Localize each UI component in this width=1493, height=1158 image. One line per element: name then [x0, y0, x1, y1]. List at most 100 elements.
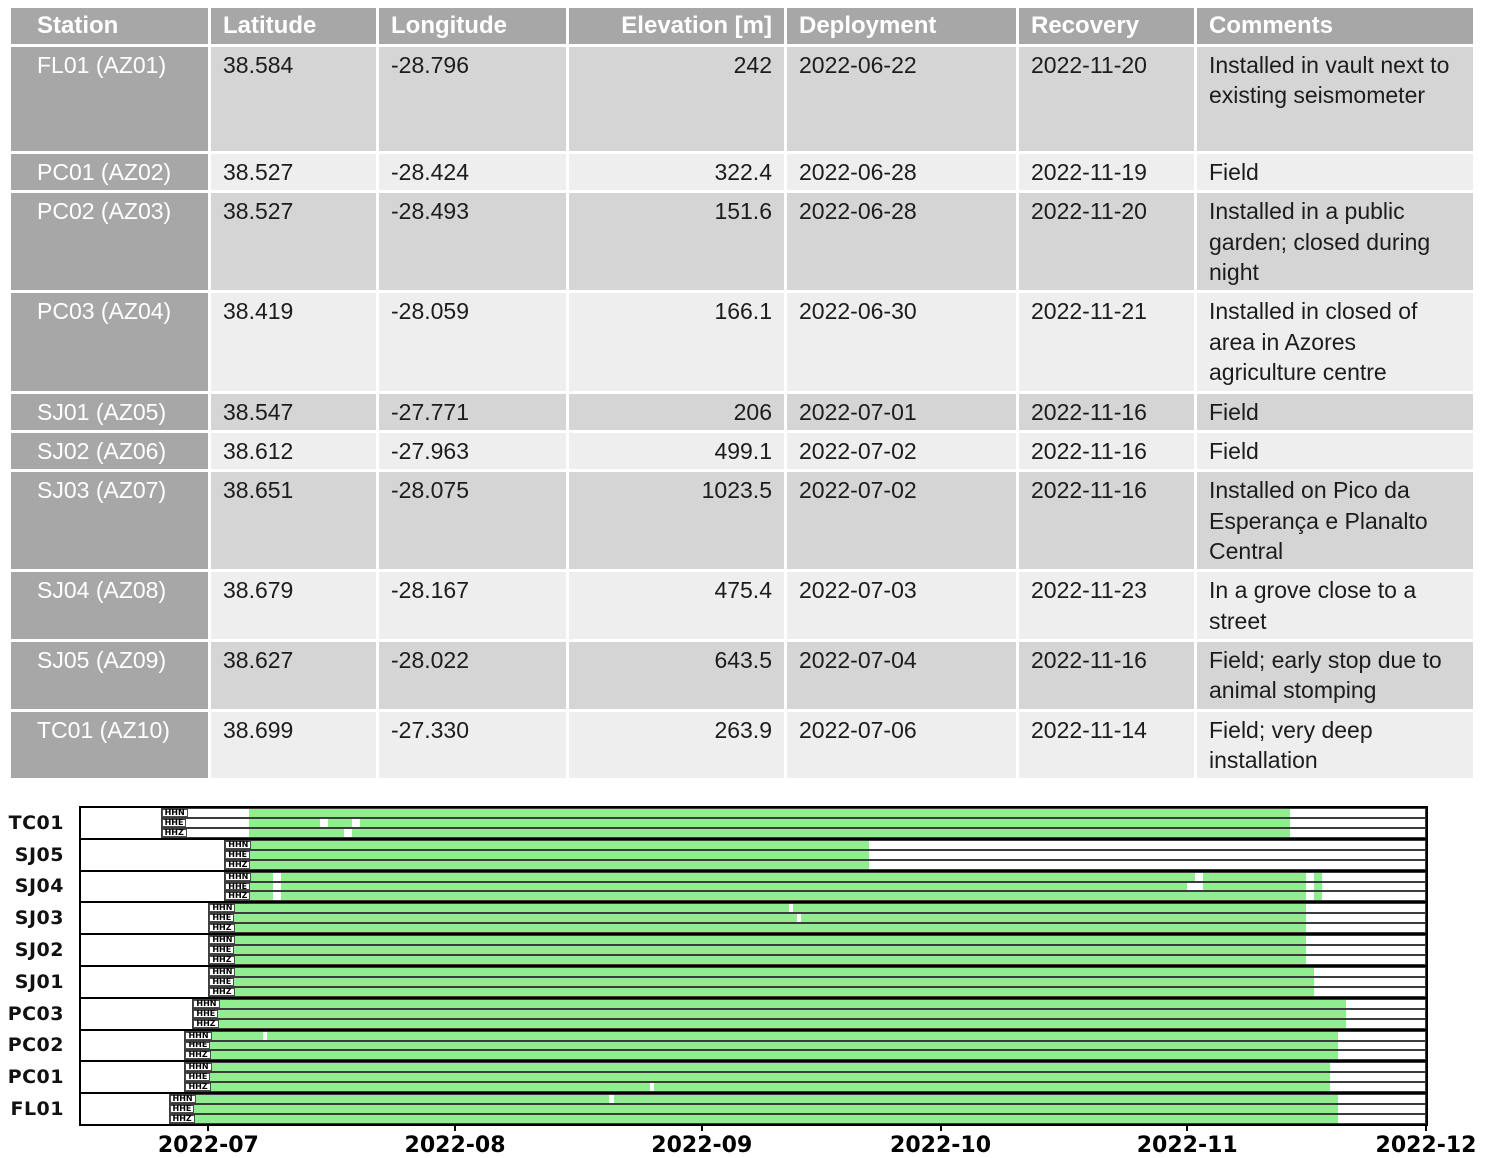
channel-extent-box: HHZ — [208, 923, 1426, 934]
channel-row: HHE — [81, 1008, 1426, 1019]
chart-plot-area: TC01 HHN HHE HHZ SJ05 HHN HHE HHZ SJ04 HHN HHE HHZ S… — [8, 806, 1428, 1126]
data-segment — [248, 809, 1290, 817]
table-cell-elevation: 263.9 — [569, 711, 784, 779]
channel-row: HHZ — [81, 923, 1426, 934]
table-row: PC03 (AZ04) 38.419 -28.059 166.1 2022-06-30 2… — [11, 293, 1473, 391]
table-cell-longitude: -28.167 — [379, 572, 566, 640]
table-cell-deployment: 2022-06-28 — [787, 154, 1016, 191]
data-segment — [328, 818, 353, 827]
channel-row: HHE — [81, 1104, 1426, 1115]
data-segment — [280, 892, 1306, 901]
table-cell-comments: Field — [1197, 154, 1473, 191]
data-segment — [613, 1095, 1338, 1104]
station-row: PC01 HHN HHE HHZ — [8, 1062, 1426, 1095]
data-segment — [1313, 892, 1322, 901]
table-cell-recovery: 2022-11-16 — [1019, 432, 1194, 470]
channel-row: HHN — [81, 903, 1426, 914]
channel-label: HHE — [209, 914, 235, 923]
data-segment — [209, 924, 1306, 933]
table-cell-longitude: -27.771 — [379, 393, 566, 430]
data-segment — [654, 1083, 1330, 1092]
x-tick — [1186, 1124, 1189, 1131]
availability-chart: TC01 HHN HHE HHZ SJ05 HHN HHE HHZ SJ04 HHN HHE HHZ S… — [0, 792, 1493, 1158]
table-cell-station: PC03 (AZ04) — [11, 293, 208, 391]
data-segment — [1313, 882, 1322, 891]
data-segment — [209, 904, 790, 913]
station-row: SJ05 HHN HHE HHZ — [15, 839, 1426, 872]
column-header-elevation: Elevation [m] — [569, 8, 784, 44]
data-segment — [209, 967, 1314, 976]
data-segment — [185, 1083, 651, 1092]
x-tick — [700, 1124, 703, 1131]
channel-extent-box: HHE — [224, 849, 1426, 860]
channel-row: HHZ — [81, 1018, 1426, 1029]
table-cell-comments: Field; very deep installation — [1197, 711, 1473, 779]
data-segment — [1202, 872, 1306, 881]
channel-label: HHZ — [209, 956, 235, 964]
table-cell-elevation: 643.5 — [569, 642, 784, 709]
table-cell-recovery: 2022-11-20 — [1019, 193, 1194, 291]
channel-extent-box: HHZ — [208, 955, 1426, 965]
channel-label: HHE — [185, 1073, 211, 1082]
table-cell-latitude: 38.419 — [211, 293, 376, 391]
table-cell-recovery: 2022-11-21 — [1019, 293, 1194, 391]
table-cell-deployment: 2022-06-28 — [787, 193, 1016, 291]
channel-label: HHZ — [209, 988, 235, 996]
table-cell-station: SJ03 (AZ07) — [11, 472, 208, 570]
table-cell-elevation: 242 — [569, 47, 784, 151]
channel-label: HHN — [225, 841, 252, 849]
table-cell-elevation: 206 — [569, 393, 784, 430]
channel-row: HHN — [81, 1094, 1426, 1105]
table-cell-deployment: 2022-07-03 — [787, 572, 1016, 640]
channel-extent-box: HHE — [160, 817, 1426, 828]
table-cell-comments: Installed in closed of area in Azores ag… — [1197, 293, 1473, 391]
channel-extent-box: HHE — [192, 1008, 1426, 1019]
channel-extent-box: HHE — [208, 945, 1426, 956]
channel-row: HHZ — [81, 955, 1426, 965]
x-tick-label: 2022-08 — [404, 1133, 506, 1158]
data-segment — [185, 1073, 1330, 1082]
channel-row: HHN — [81, 998, 1426, 1009]
table-cell-latitude: 38.547 — [211, 393, 376, 430]
table-cell-deployment: 2022-07-01 — [787, 393, 1016, 430]
channel-extent-box: HHZ — [192, 1018, 1426, 1029]
x-axis: 2022-07 2022-08 2022-09 2022-10 2022-11 2022-… — [81, 792, 1476, 1158]
channel-extent-box: HHN — [208, 935, 1426, 946]
x-tick-label: 2022-09 — [651, 1133, 753, 1158]
channel-label: HHZ — [193, 1020, 219, 1028]
column-header-comments: Comments — [1197, 8, 1473, 44]
data-segment — [193, 999, 1346, 1008]
station-label: SJ04 — [14, 875, 64, 898]
data-segment — [209, 977, 1314, 986]
data-segment — [185, 1031, 263, 1040]
channel-extent-box: HHZ — [184, 1082, 1426, 1093]
channel-label: HHE — [185, 1042, 211, 1050]
channel-extent-box: HHN — [192, 998, 1426, 1009]
table-cell-recovery: 2022-11-23 — [1019, 572, 1194, 640]
x-tick-label: 2022-11 — [1136, 1133, 1238, 1158]
table-cell-station: FL01 (AZ01) — [11, 47, 208, 151]
table-row: SJ01 (AZ05) 38.547 -27.771 206 2022-07-01 202… — [11, 393, 1473, 430]
channel-extent-box: HHN — [224, 871, 1426, 882]
table-cell-station: PC01 (AZ02) — [11, 154, 208, 191]
table-cell-longitude: -28.424 — [379, 154, 566, 191]
station-label: PC01 — [7, 1066, 64, 1089]
channel-label: HHZ — [169, 1115, 195, 1123]
channel-row: HHZ — [81, 891, 1426, 902]
table-cell-elevation: 151.6 — [569, 193, 784, 291]
table-cell-elevation: 475.4 — [569, 572, 784, 640]
channel-label: HHZ — [225, 892, 251, 901]
table-cell-recovery: 2022-11-16 — [1019, 642, 1194, 709]
table-cell-latitude: 38.612 — [211, 432, 376, 470]
data-segment — [225, 840, 869, 849]
table-cell-latitude: 38.699 — [211, 711, 376, 779]
channel-label: HHE — [161, 819, 187, 827]
table-cell-station: SJ01 (AZ05) — [11, 393, 208, 430]
data-segment — [248, 828, 345, 837]
station-row: PC03 HHN HHE HHZ — [8, 998, 1426, 1031]
channel-row: HHE — [81, 1040, 1426, 1051]
table-cell-station: SJ02 (AZ06) — [11, 432, 208, 470]
table-cell-deployment: 2022-07-02 — [787, 472, 1016, 570]
channel-label: HHE — [225, 851, 251, 859]
table-cell-station: SJ04 (AZ08) — [11, 572, 208, 640]
